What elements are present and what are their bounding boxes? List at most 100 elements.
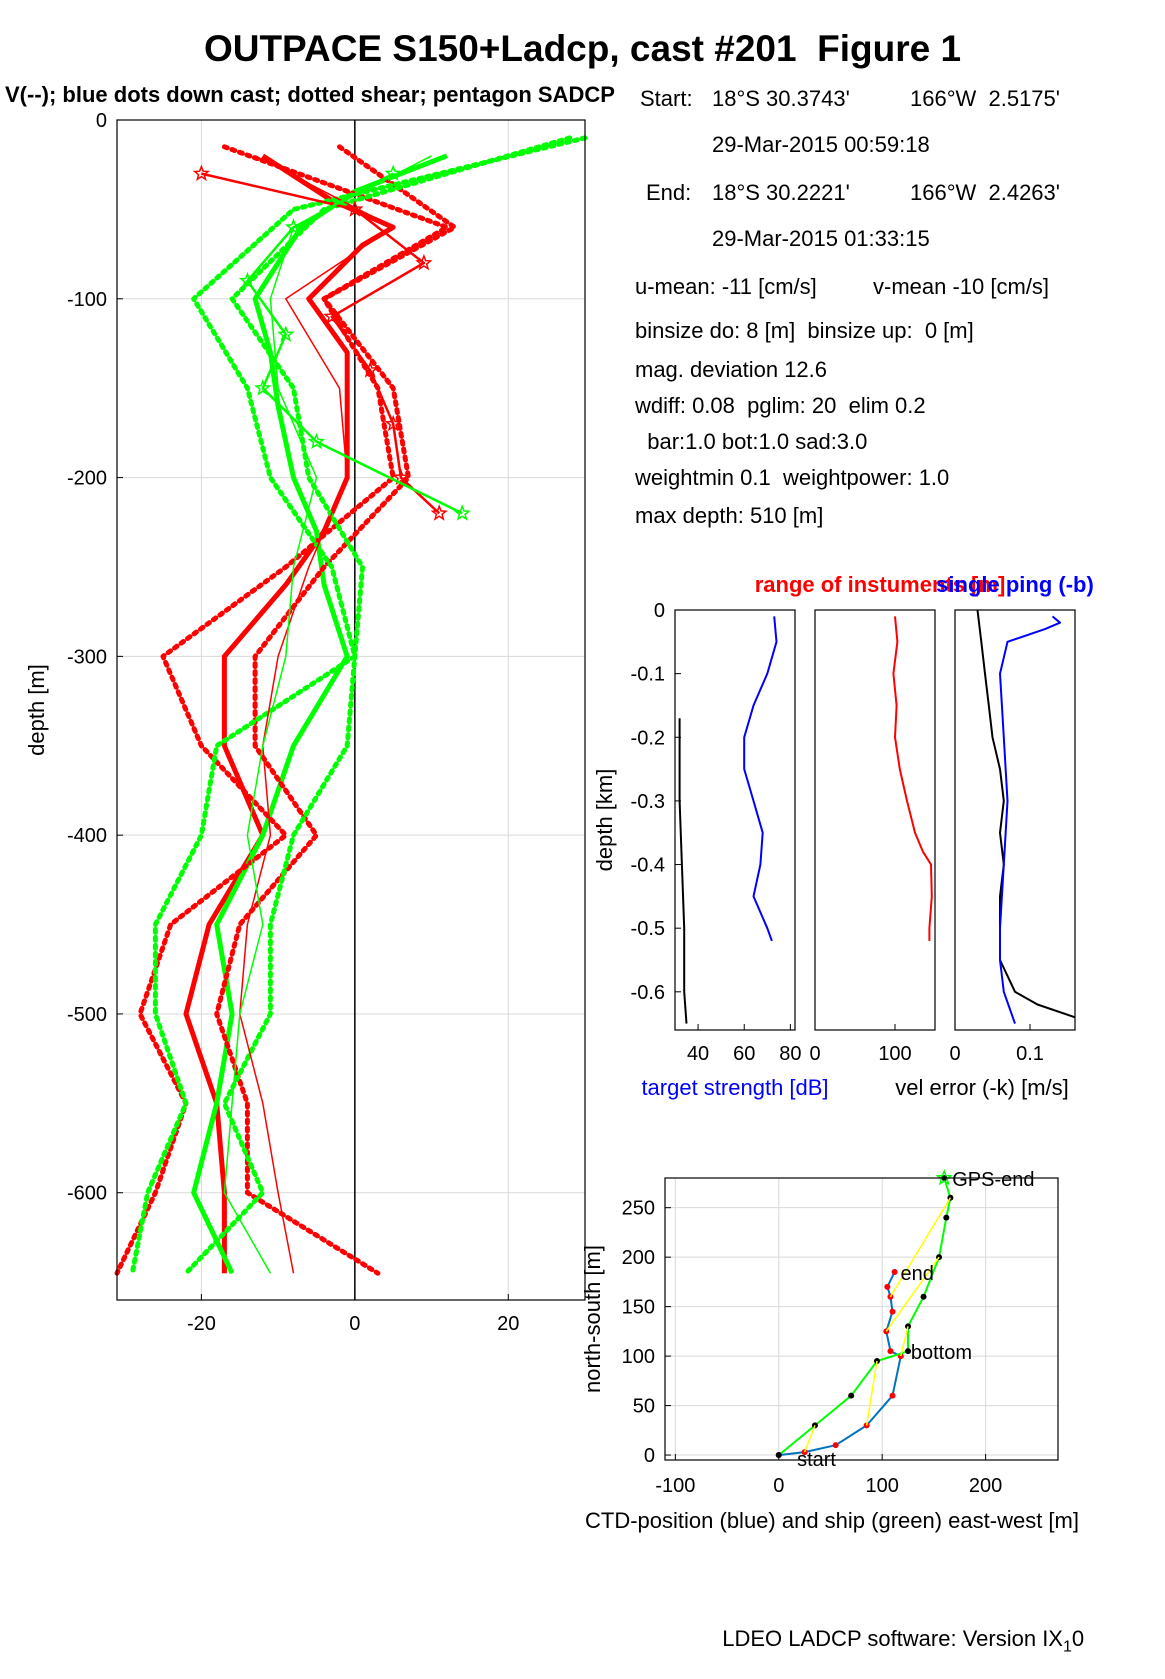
gps-end-star <box>935 1168 953 1186</box>
track-link <box>885 1256 940 1332</box>
track-link <box>865 1360 878 1426</box>
end-time: 29-Mar-2015 01:33:15 <box>712 226 930 251</box>
title: OUTPACE S150+Ladcp, cast #201 Figure 1 <box>203 28 962 69</box>
track-position-dot <box>889 1308 896 1315</box>
velocity-series-6 <box>239 155 394 1274</box>
range-xtick-label: 0 <box>809 1043 820 1065</box>
track-position-dot <box>832 1442 839 1449</box>
software-sub: 1 <box>1062 1638 1072 1656</box>
max-depth: max depth: 510 [m] <box>635 503 824 528</box>
velocity-ytick-label: -100 <box>67 289 107 311</box>
track-ytick-label: 50 <box>633 1396 655 1418</box>
track-position-dot <box>943 1214 950 1221</box>
track-annotation-bottom: bottom <box>911 1342 972 1364</box>
velocity-star-marker <box>238 271 257 289</box>
velocity-series-8 <box>201 172 441 515</box>
track-ytick-label: 250 <box>622 1198 655 1220</box>
track-ytick-label: 200 <box>622 1247 655 1269</box>
track-ytick-label: 100 <box>622 1346 655 1368</box>
end-lon: 166°W 2.4263' <box>910 180 1060 205</box>
range-panel <box>814 609 936 1031</box>
target-strength-ytick-label: -0.3 <box>631 791 665 813</box>
velocity-star-marker <box>430 504 448 521</box>
target-strength-ytick-label: -0.4 <box>631 855 665 877</box>
end-lat: 18°S 30.2221' <box>712 180 850 205</box>
velocity-xtick-label: 0 <box>349 1313 360 1335</box>
target-strength-xtick-label: 40 <box>687 1043 709 1065</box>
target-strength-ytick-label: -0.6 <box>631 982 665 1004</box>
track-axes-box <box>664 1177 1059 1461</box>
target-strength-ytick-label: 0 <box>654 600 665 622</box>
track-ytick-label: 150 <box>622 1297 655 1319</box>
mag-deviation: mag. deviation 12.6 <box>635 357 828 382</box>
vel-error-panel <box>954 609 1076 1031</box>
velocity-ytick-label: 0 <box>96 110 107 132</box>
binsize: binsize do: 8 [m] binsize up: 0 [m] <box>635 318 974 343</box>
track-ylabel: north-south [m] <box>580 1245 605 1393</box>
track-position-dot <box>920 1293 927 1300</box>
velocity-star-marker <box>323 307 341 324</box>
vel-error-xtick-label: 0 <box>949 1043 960 1065</box>
target-strength-xtick-label: 80 <box>779 1043 801 1065</box>
velocity-ytick-label: -200 <box>67 468 107 490</box>
velocity-ytick-label: -300 <box>67 646 107 668</box>
track-ytick-label: 0 <box>644 1445 655 1467</box>
track-position-dot <box>884 1283 891 1290</box>
track-link <box>889 1197 952 1298</box>
velocity-star-marker <box>415 253 433 271</box>
start-time: 29-Mar-2015 00:59:18 <box>712 132 930 157</box>
weight-params: weightmin 0.1 weightpower: 1.0 <box>635 465 950 490</box>
velocity-xtick-label: -20 <box>187 1313 216 1335</box>
vel-error-series-1 <box>999 615 1061 1024</box>
velocity-star-marker <box>361 361 379 378</box>
start-lon: 166°W 2.5175' <box>910 86 1060 111</box>
velocity-star-marker <box>384 414 402 432</box>
target-strength-ylabel: depth [km] <box>592 769 617 872</box>
velocity-series-0 <box>183 153 396 1274</box>
track-position-dot <box>905 1348 912 1355</box>
velocity-ytick-label: -500 <box>67 1004 107 1026</box>
track-xtick-label: 100 <box>865 1475 898 1497</box>
target-strength-series-0 <box>743 616 778 942</box>
velocity-series-5 <box>183 135 573 1276</box>
u-mean: u-mean: -11 [cm/s] <box>635 274 817 299</box>
range-series-0 <box>892 616 933 941</box>
range-xtick-label: 100 <box>878 1043 911 1065</box>
range-axes-box <box>814 609 936 1031</box>
velocity-star-marker <box>192 164 211 182</box>
software-label: LDEO LADCP software: Version IX <box>722 1626 1063 1651</box>
track-xtick-label: 0 <box>773 1475 784 1497</box>
velocity-ylabel: depth [m] <box>24 664 49 756</box>
velocity-ytick-label: -600 <box>67 1183 107 1205</box>
v-mean: v-mean -10 [cm/s] <box>873 274 1050 299</box>
velocity-star-marker <box>392 468 410 485</box>
vel-error-xlabel: vel error (-k) [m/s] <box>895 1075 1069 1100</box>
velocity-star-marker <box>277 325 295 342</box>
velocity-series-2 <box>114 144 450 1276</box>
velocity-star-marker <box>346 200 364 217</box>
track-position-dot <box>887 1348 894 1355</box>
track-link <box>803 1425 816 1453</box>
start-lat: 18°S 30.3743' <box>712 86 850 111</box>
velocity-star-marker <box>384 164 402 182</box>
range-title: range of instuments [m] <box>755 572 1006 597</box>
velocity-series-9 <box>246 172 463 515</box>
track-annotation-start: start <box>797 1449 836 1471</box>
target-strength-xtick-label: 60 <box>733 1043 755 1065</box>
track-link <box>900 1326 909 1357</box>
target-strength-xlabel: target strength [dB] <box>641 1075 828 1100</box>
velocity-series-1 <box>191 153 448 1275</box>
end-label: End: <box>646 180 692 205</box>
vel-error-series-0 <box>976 609 1076 1019</box>
software-version: LDEO LADCP software: Version IX10 <box>710 1600 1084 1656</box>
velocity-ytick-label: -400 <box>67 825 107 847</box>
track-xtick-label: 200 <box>969 1475 1002 1497</box>
vel-error-axes-box <box>954 609 1076 1031</box>
target-strength-series-1 <box>678 718 688 1024</box>
track-position-dot <box>848 1392 855 1399</box>
velocity-star-marker <box>307 432 326 450</box>
velocity-star-marker <box>453 504 471 521</box>
track-series-1 <box>778 1177 952 1456</box>
start-label: Start: <box>640 86 693 111</box>
vel-error-title: single ping (-b) <box>936 572 1094 597</box>
